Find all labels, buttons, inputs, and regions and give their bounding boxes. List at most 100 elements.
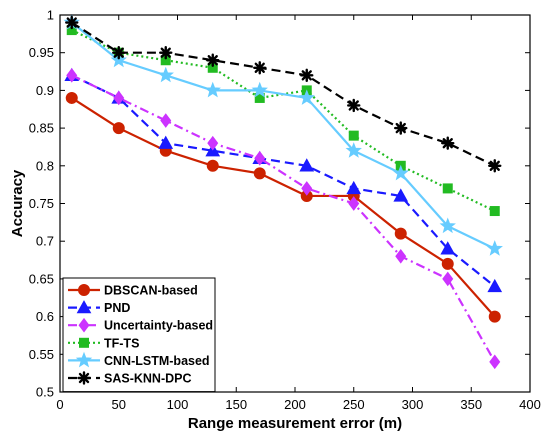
legend-marker (79, 337, 89, 348)
data-point (348, 196, 360, 211)
data-point (488, 159, 502, 173)
data-point (204, 81, 221, 98)
data-point (489, 206, 500, 217)
data-point (395, 248, 407, 264)
data-point (440, 241, 456, 255)
y-tick-label: 0.95 (29, 45, 54, 60)
data-point (253, 167, 266, 180)
legend-item: PND (68, 300, 130, 315)
legend-marker (76, 300, 92, 314)
legend-label: CNN-LSTM-based (104, 354, 210, 368)
y-tick-label: 0.5 (36, 385, 54, 400)
legend-item: SAS-KNN-DPC (68, 371, 192, 386)
x-tick-label: 150 (225, 397, 247, 412)
data-point (112, 122, 125, 135)
data-point (251, 81, 268, 98)
data-point (441, 257, 454, 270)
data-point (110, 51, 127, 68)
legend-item: Uncertainty-based (68, 317, 213, 333)
x-tick-label: 400 (519, 397, 541, 412)
x-tick-label: 200 (284, 397, 306, 412)
legend-label: TF-TS (104, 336, 139, 350)
data-point (158, 135, 174, 149)
data-point (489, 354, 501, 370)
y-axis-label: Accuracy (9, 169, 26, 237)
y-tick-label: 0.9 (36, 83, 54, 98)
legend-label: SAS-KNN-DPC (104, 372, 192, 386)
data-point (113, 90, 125, 106)
legend-marker (78, 284, 90, 296)
y-tick-label: 1 (47, 8, 54, 23)
x-tick-label: 300 (402, 397, 424, 412)
legend-box (62, 277, 216, 393)
data-point (442, 183, 453, 194)
data-point (157, 66, 174, 83)
data-point (253, 61, 267, 75)
data-point (439, 217, 456, 234)
data-point (207, 135, 219, 151)
series-line (71, 21, 496, 167)
series-line (71, 74, 496, 288)
legend-label: Uncertainty-based (104, 319, 213, 333)
legend-item: CNN-LSTM-based (68, 351, 210, 368)
data-point (298, 89, 315, 105)
data-point (160, 113, 172, 128)
x-axis-label: Range measurement error (m) (188, 415, 402, 432)
y-axis: 0.5 0.55 0.6 0.65 0.7 0.75 0.8 0.85 0.9 0.95 1 (29, 8, 530, 400)
data-point (487, 278, 503, 293)
data-point (254, 150, 266, 166)
x-tick-label: 250 (343, 397, 365, 412)
data-point (112, 46, 126, 60)
data-point (65, 15, 79, 30)
legend: DBSCAN-based PND Uncertainty-based TF-TS CNN… (62, 277, 216, 393)
y-tick-label: 0.8 (36, 158, 54, 173)
series-line (71, 74, 496, 363)
data-point (300, 68, 314, 83)
data-point (393, 188, 409, 202)
data-point (347, 98, 361, 113)
series-uncertainty-based (66, 67, 501, 370)
data-point (441, 136, 455, 150)
x-tick-label: 100 (167, 397, 189, 412)
y-tick-label: 0.7 (36, 234, 54, 249)
y-tick-label: 0.85 (29, 121, 54, 136)
y-tick-label: 0.65 (29, 271, 54, 286)
data-point (299, 158, 315, 172)
series-line (71, 21, 496, 250)
data-point (346, 180, 362, 195)
x-tick-label: 350 (460, 397, 482, 412)
data-point (206, 159, 219, 172)
data-point (394, 227, 407, 240)
legend-marker (75, 351, 93, 368)
legend-item: DBSCAN-based (68, 284, 198, 298)
x-axis: 0 50 100 150 200 250 300 350 400 (56, 15, 541, 412)
data-point (442, 271, 454, 287)
data-point (348, 130, 359, 141)
x-tick-label: 0 (56, 397, 63, 412)
legend-marker (78, 317, 90, 333)
data-point (392, 164, 409, 181)
series-line (71, 29, 496, 213)
data-point (65, 91, 78, 104)
data-point (394, 121, 408, 135)
series-line (71, 97, 496, 318)
data-point (345, 142, 362, 158)
series-layer (63, 13, 503, 370)
x-tick-label: 50 (112, 397, 126, 412)
data-point (488, 310, 501, 323)
y-tick-label: 0.6 (36, 309, 54, 324)
data-point (486, 240, 503, 256)
legend-label: DBSCAN-based (104, 284, 198, 298)
legend-label: PND (104, 301, 130, 315)
y-tick-label: 0.55 (29, 347, 54, 362)
legend-marker (77, 371, 91, 385)
data-point (206, 53, 220, 67)
data-point (159, 46, 173, 60)
data-point (66, 67, 78, 83)
legend-item: TF-TS (68, 336, 139, 350)
y-tick-label: 0.75 (29, 196, 54, 211)
series-sas-knn-dpc (65, 15, 502, 173)
data-point (301, 181, 313, 196)
